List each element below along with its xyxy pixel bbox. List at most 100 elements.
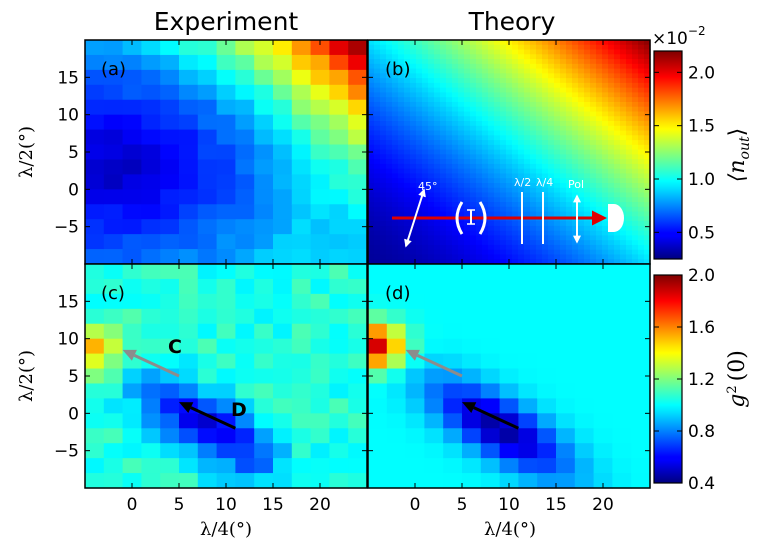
heatmap-cell (632, 50, 639, 55)
heatmap-cell (329, 264, 348, 280)
heatmap-cell (368, 92, 375, 97)
heatmap-cell (500, 135, 507, 140)
heatmap-cell (488, 159, 495, 164)
heatmap-cell (452, 45, 459, 50)
heatmap-cell (141, 249, 160, 265)
heatmap-cell (494, 254, 501, 259)
heatmap-cell (506, 45, 513, 50)
heatmap-cell (292, 339, 311, 355)
heatmap-cell (235, 115, 254, 131)
heatmap-cell (602, 64, 609, 69)
heatmap-cell (556, 309, 575, 325)
heatmap-cell (584, 40, 591, 45)
heatmap-cell (470, 173, 477, 178)
heatmap-cell (620, 64, 627, 69)
heatmap-cell (602, 73, 609, 78)
heatmap-cell (500, 169, 507, 174)
heatmap-cell (392, 202, 399, 207)
heatmap-cell (440, 69, 447, 74)
heatmap-cell (422, 159, 429, 164)
heatmap-cell (620, 183, 627, 188)
heatmap-cell (626, 140, 633, 145)
heatmap-cell (160, 219, 179, 235)
heatmap-cell (368, 413, 387, 429)
heatmap-cell (506, 159, 513, 164)
heatmap-cell (494, 126, 501, 131)
heatmap-cell (594, 279, 613, 295)
heatmap-cell (404, 173, 411, 178)
heatmap-cell (452, 178, 459, 183)
heatmap-cell (452, 231, 459, 236)
heatmap-cell (530, 169, 537, 174)
heatmap-cell (530, 92, 537, 97)
heatmap-cell (434, 140, 441, 145)
heatmap-cell (554, 254, 561, 259)
heatmap-cell (141, 473, 160, 489)
heatmap-cell (590, 92, 597, 97)
heatmap-cell (368, 69, 375, 74)
heatmap-cell (348, 264, 367, 280)
heatmap-cell (374, 145, 381, 150)
heatmap-cell (374, 126, 381, 131)
heatmap-cell (488, 121, 495, 126)
heatmap-cell (537, 443, 556, 459)
heatmap-cell (380, 197, 387, 202)
heatmap-cell (554, 83, 561, 88)
heatmap-cell (273, 398, 292, 414)
heatmap-cell (104, 458, 123, 474)
heatmap-cell (482, 235, 489, 240)
heatmap-cell (410, 73, 417, 78)
heatmap-cell (123, 458, 142, 474)
heatmap-cell (590, 245, 597, 250)
heatmap-cell (602, 188, 609, 193)
heatmap-cell (464, 59, 471, 64)
heatmap-cell (638, 78, 645, 83)
heatmap-cell (85, 324, 104, 340)
heatmap-cell (254, 219, 273, 235)
heatmap-cell (410, 250, 417, 255)
heatmap-cell (530, 235, 537, 240)
heatmap-cell (608, 64, 615, 69)
heatmap-cell (590, 159, 597, 164)
heatmap-cell (518, 473, 537, 489)
heatmap-cell (446, 183, 453, 188)
heatmap-cell (494, 169, 501, 174)
heatmap-cell (488, 69, 495, 74)
heatmap-cell (160, 159, 179, 175)
heatmap-cell (494, 240, 501, 245)
heatmap-cell (476, 83, 483, 88)
heatmap-cell (464, 240, 471, 245)
heatmap-cell (638, 73, 645, 78)
heatmap-cell (632, 212, 639, 217)
heatmap-cell (602, 116, 609, 121)
heatmap-cell (512, 131, 519, 136)
heatmap-cell (85, 234, 104, 250)
heatmap-cell (254, 428, 273, 444)
heatmap-cell (632, 92, 639, 97)
heatmap-cell (446, 250, 453, 255)
heatmap-cell (446, 107, 453, 112)
heatmap-cell (452, 140, 459, 145)
heatmap-cell (530, 140, 537, 145)
heatmap-cell (481, 324, 500, 340)
heatmap-cell (398, 40, 405, 45)
heatmap-cell (141, 458, 160, 474)
heatmap-cell (424, 398, 443, 414)
heatmap-cell (500, 183, 507, 188)
heatmap-cell (632, 216, 639, 221)
heatmap-cell (386, 159, 393, 164)
heatmap-cell (481, 309, 500, 325)
heatmap-cell (387, 473, 406, 489)
x-tick-label: 10 (498, 495, 520, 515)
heatmap-cell (428, 231, 435, 236)
heatmap-cell (179, 85, 198, 101)
heatmap-cell (380, 231, 387, 236)
heatmap-cell (632, 188, 639, 193)
heatmap-cell (542, 169, 549, 174)
heatmap-cell (476, 221, 483, 226)
heatmap-cell (141, 398, 160, 414)
heatmap-cell (410, 193, 417, 198)
heatmap-cell (530, 121, 537, 126)
heatmap-cell (518, 131, 525, 136)
heatmap-cell (464, 140, 471, 145)
